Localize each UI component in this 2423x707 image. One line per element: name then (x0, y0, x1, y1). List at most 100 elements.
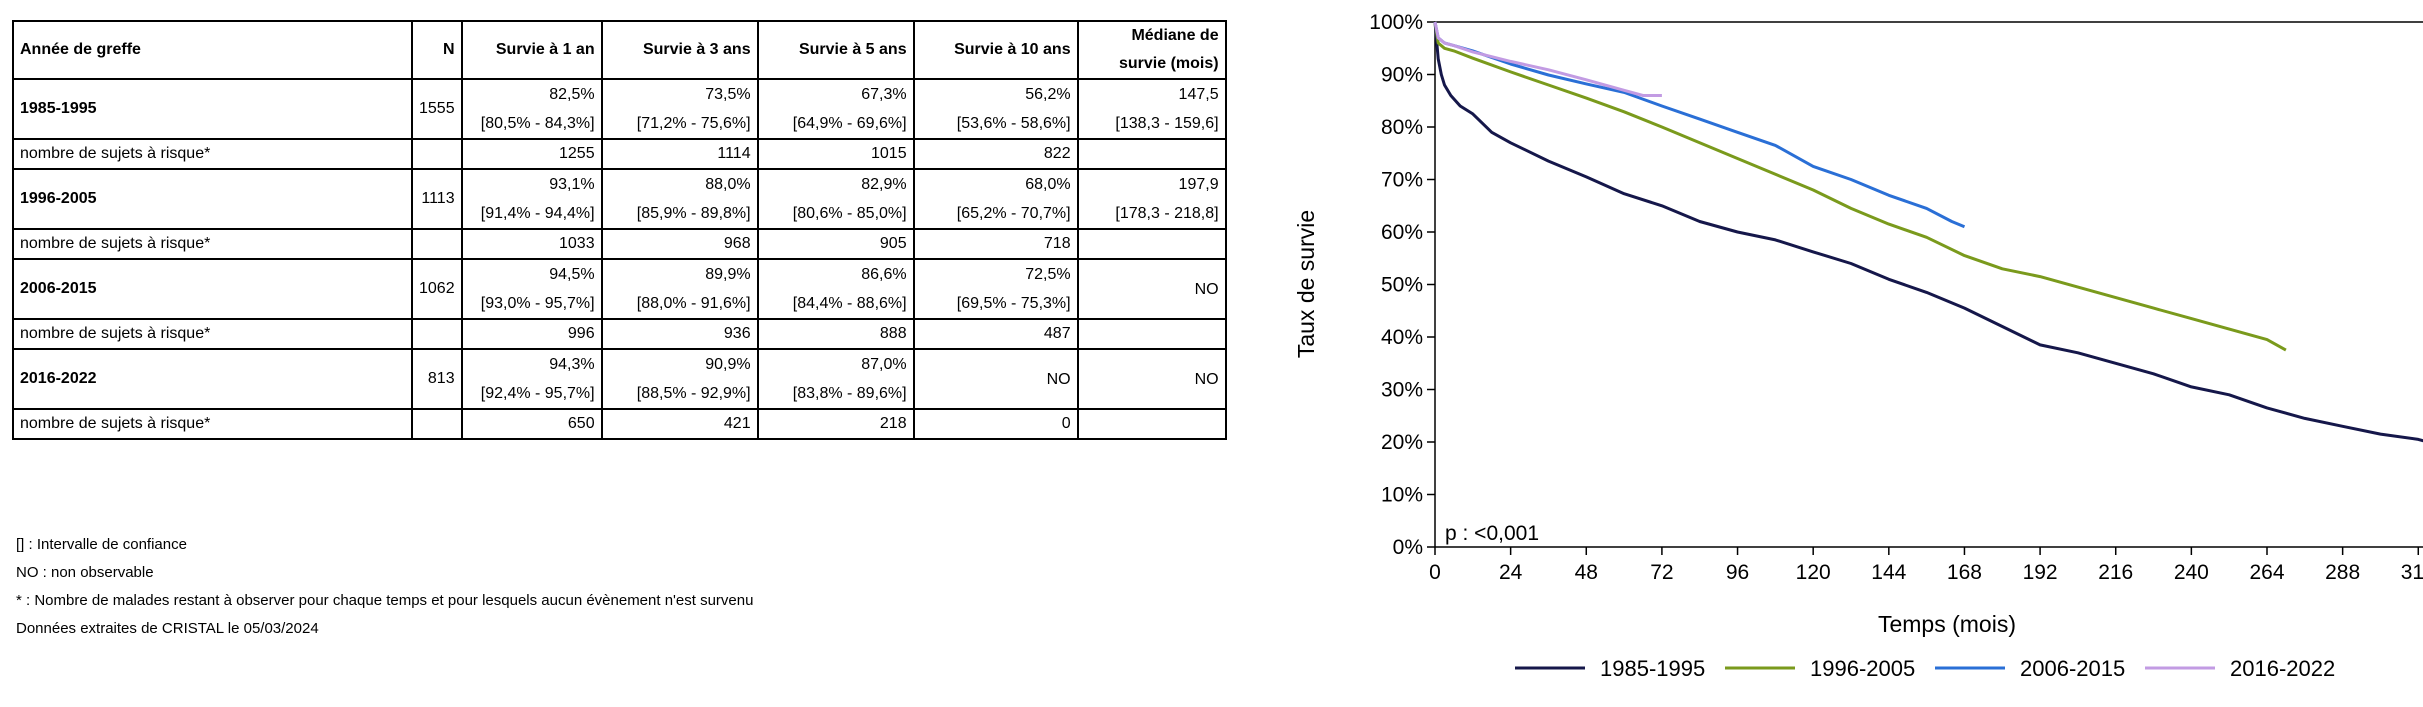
cell-period: 2016-2022 (12, 348, 413, 410)
table-row: 2006-2015 1062 94,5% [93,0% - 95,7%] 89,9% [8… (12, 258, 1227, 320)
table-row-risk: nombre de sujets à risque* 996 936 888 487 (12, 318, 1227, 350)
cell-risk-5y: 1015 (756, 138, 915, 170)
chart-legend: 1985-1995 1996-2005 2006-2015 2016-2022 (1515, 656, 2335, 681)
cell-surv3-ci: [85,9% - 89,8%] (636, 205, 751, 222)
cell-empty (411, 138, 463, 170)
cell-surv1-value: 94,3% (549, 356, 595, 373)
survival-table: Année de greffe N Survie à 1 an Survie à… (12, 20, 1227, 440)
cell-surv10-value: 68,0% (1025, 176, 1071, 193)
footnotes: [] : Intervalle de confiance NO : non ob… (16, 531, 753, 643)
cell-median-ci: [178,3 - 218,8] (1115, 205, 1219, 222)
y-tick-label: 30% (1381, 379, 1423, 402)
cell-surv3-ci: [88,0% - 91,6%] (636, 295, 751, 312)
cell-surv3: 89,9% [88,0% - 91,6%] (600, 258, 759, 320)
cell-surv1-value: 93,1% (549, 176, 595, 193)
cell-risk-3y: 968 (600, 228, 759, 260)
col-header-n: N (411, 20, 463, 80)
cell-surv5-value: 86,6% (861, 266, 907, 283)
table-row-risk: nombre de sujets à risque* 650 421 218 0 (12, 408, 1227, 440)
y-axis-label: Taux de survie (1293, 210, 1319, 358)
cell-surv1: 93,1% [91,4% - 94,4%] (460, 168, 603, 230)
cell-surv5: 86,6% [84,4% - 88,6%] (756, 258, 915, 320)
x-tick-label: 72 (1650, 561, 1673, 584)
cell-median: 197,9 [178,3 - 218,8] (1076, 168, 1227, 230)
cell-surv3: 90,9% [88,5% - 92,9%] (600, 348, 759, 410)
y-tick-label: 90% (1381, 64, 1423, 87)
y-tick-label: 60% (1381, 221, 1423, 244)
x-axis-label: Temps (mois) (1878, 611, 2016, 637)
cell-surv5: 82,9% [80,6% - 85,0%] (756, 168, 915, 230)
survival-table-container: Année de greffe N Survie à 1 an Survie à… (12, 20, 1227, 440)
cell-surv5-ci: [80,6% - 85,0%] (792, 205, 907, 222)
cell-risk-3y: 421 (600, 408, 759, 440)
cell-empty (411, 228, 463, 260)
cell-risk-label: nombre de sujets à risque* (12, 318, 413, 350)
cell-risk-label: nombre de sujets à risque* (12, 408, 413, 440)
cell-risk-1y: 1255 (460, 138, 603, 170)
cell-empty (411, 408, 463, 440)
cell-surv10-ci: [65,2% - 70,7%] (956, 205, 1071, 222)
cell-surv5-ci: [83,8% - 89,6%] (792, 385, 907, 402)
x-tick-label: 264 (2249, 561, 2284, 584)
cell-median: NO (1076, 348, 1227, 410)
cell-risk-10y: 822 (912, 138, 1079, 170)
survival-chart: 0% 10% 20% 30% 40% 50% 60% 70% 80% 90% 100% 0 24 48 72… (1293, 11, 2423, 681)
cell-surv1-value: 82,5% (549, 86, 595, 103)
footnote-source: Données extraites de CRISTAL le 05/03/20… (16, 620, 319, 637)
x-tick-label: 312 (2401, 561, 2423, 584)
cell-surv3: 88,0% [85,9% - 89,8%] (600, 168, 759, 230)
table-row: 2016-2022 813 94,3% [92,4% - 95,7%] 90,9% [88… (12, 348, 1227, 410)
y-tick-label: 100% (1369, 11, 1423, 34)
legend-label-2006-2015: 2006-2015 (2020, 656, 2125, 681)
col-header-surv10: Survie à 10 ans (912, 20, 1079, 80)
x-tick-label: 240 (2174, 561, 2209, 584)
footnote-no: NO : non observable (16, 564, 154, 581)
x-tick-label: 288 (2325, 561, 2360, 584)
cell-risk-1y: 996 (460, 318, 603, 350)
y-tick-label: 0% (1393, 536, 1423, 559)
cell-surv5-ci: [84,4% - 88,6%] (792, 295, 907, 312)
x-tick-label: 192 (2023, 561, 2058, 584)
cell-surv1-ci: [92,4% - 95,7%] (480, 385, 595, 402)
cell-surv1-value: 94,5% (549, 266, 595, 283)
table-body: 1985-1995 1555 82,5% [80,5% - 84,3%] 73,5% [7… (12, 78, 1227, 440)
series-layer (1433, 21, 2423, 443)
chart-axes: 0% 10% 20% 30% 40% 50% 60% 70% 80% 90% 100% 0 24 48 72… (1369, 11, 2423, 584)
cell-surv5: 67,3% [64,9% - 69,6%] (756, 78, 915, 140)
y-tick-label: 80% (1381, 116, 1423, 139)
cell-surv10: 72,5% [69,5% - 75,3%] (912, 258, 1079, 320)
series-line-1996-2005 (1433, 21, 2287, 352)
cell-risk-5y: 218 (756, 408, 915, 440)
cell-surv3-value: 73,5% (705, 86, 751, 103)
y-tick-label: 10% (1381, 484, 1423, 507)
cell-risk-10y: 0 (912, 408, 1079, 440)
cell-risk-5y: 905 (756, 228, 915, 260)
cell-surv1: 82,5% [80,5% - 84,3%] (460, 78, 603, 140)
col-header-surv1: Survie à 1 an (460, 20, 603, 80)
table-row: 1996-2005 1113 93,1% [91,4% - 94,4%] 88,0% [8… (12, 168, 1227, 230)
cell-n: 1113 (411, 168, 463, 230)
cell-n: 1555 (411, 78, 463, 140)
cell-median: 147,5 [138,3 - 159,6] (1076, 78, 1227, 140)
cell-period: 1996-2005 (12, 168, 413, 230)
cell-surv3: 73,5% [71,2% - 75,6%] (600, 78, 759, 140)
cell-median-value: 147,5 (1178, 86, 1219, 103)
col-header-year: Année de greffe (12, 20, 413, 80)
cell-surv1-ci: [91,4% - 94,4%] (480, 205, 595, 222)
cell-empty (1076, 408, 1227, 440)
cell-median-value: 197,9 (1178, 176, 1219, 193)
x-tick-label: 144 (1871, 561, 1906, 584)
cell-surv10: 56,2% [53,6% - 58,6%] (912, 78, 1079, 140)
cell-surv1-ci: [80,5% - 84,3%] (480, 115, 595, 132)
table-header-row: Année de greffe N Survie à 1 an Survie à… (12, 20, 1227, 80)
cell-median-value: NO (1194, 280, 1219, 298)
cell-surv1-ci: [93,0% - 95,7%] (480, 295, 595, 312)
cell-n: 813 (411, 348, 463, 410)
cell-risk-3y: 1114 (600, 138, 759, 170)
plot-frame (1434, 21, 2423, 548)
cell-period: 2006-2015 (12, 258, 413, 320)
cell-risk-1y: 1033 (460, 228, 603, 260)
cell-surv5-value: 67,3% (861, 86, 907, 103)
cell-surv5-value: 82,9% (861, 176, 907, 193)
x-tick-label: 120 (1796, 561, 1831, 584)
